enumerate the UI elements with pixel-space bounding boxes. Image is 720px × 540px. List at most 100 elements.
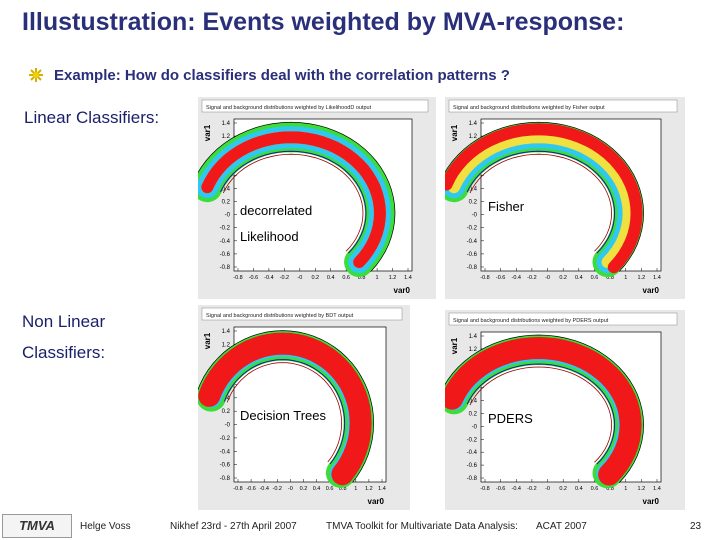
y-tick-label: 1.2	[469, 347, 478, 353]
y-tick-label: 1.2	[222, 134, 231, 140]
x-tick-label: 0.4	[575, 275, 583, 281]
y-tick-label: 0.4	[469, 399, 478, 405]
contour	[466, 363, 616, 465]
method-label: decorrelated	[240, 203, 313, 218]
footer-event: Nikhef 23rd - 27th April 2007	[170, 521, 297, 532]
x-tick-label: -0.2	[527, 486, 536, 492]
x-tick-label: -0.8	[480, 275, 489, 281]
title-box	[448, 312, 678, 326]
x-tick-label: 0.8	[606, 275, 614, 281]
plot-panel: Signal and background distributions weig…	[445, 97, 685, 299]
band	[445, 123, 643, 274]
y-tick-label: -0.2	[467, 437, 478, 443]
x-tick-label: 1.4	[378, 486, 386, 492]
y-tick-label: -0.4	[220, 239, 231, 245]
y-tick-label: 0.4	[222, 186, 231, 192]
x-tick-label: 0.4	[313, 486, 321, 492]
y-tick-label: -0.8	[220, 265, 231, 271]
y-axis-label: var1	[203, 124, 212, 141]
plot-panel: Signal and background distributions weig…	[198, 97, 436, 299]
footer-author: Helge Voss	[80, 521, 131, 532]
x-tick-label: -0.4	[264, 275, 273, 281]
plot-title: Signal and background distributions weig…	[206, 313, 354, 319]
method-label: Decision Trees	[240, 408, 326, 423]
band	[445, 336, 642, 486]
y-tick-label: -0.6	[220, 463, 231, 469]
y-tick-label: -0.8	[467, 476, 478, 482]
title-box	[448, 99, 678, 113]
contour	[469, 366, 613, 463]
y-tick-label: 1.4	[469, 121, 478, 127]
x-tick-label: -0.8	[480, 486, 489, 492]
x-tick-label: 0.8	[606, 486, 614, 492]
x-tick-label: 0.2	[559, 275, 567, 281]
x-tick-label: -0.8	[233, 486, 242, 492]
method-label: Fisher	[488, 199, 525, 214]
band	[448, 131, 635, 269]
y-tick-label: 1.4	[222, 329, 231, 335]
x-tick-label: 0.8	[339, 486, 347, 492]
plot-title: Signal and background distributions weig…	[453, 318, 609, 324]
y-tick-label: -0.2	[220, 226, 231, 232]
section-label: Classifiers:	[22, 343, 106, 362]
title-box	[201, 307, 403, 321]
x-tick-label: 1.4	[653, 275, 661, 281]
x-tick-label: 1.2	[638, 275, 646, 281]
x-tick-label: 0.4	[575, 486, 583, 492]
x-axis-label: var0	[643, 497, 660, 506]
contour	[469, 153, 613, 252]
bullet-text: Example: How do classifiers deal with th…	[54, 67, 510, 84]
y-tick-label: 0.2	[222, 409, 231, 415]
y-tick-label: -0.2	[220, 436, 231, 442]
y-tick-label: -0.6	[220, 252, 231, 258]
y-tick-label: -0	[472, 213, 478, 219]
y-tick-label: 0.2	[222, 200, 231, 206]
x-tick-label: 0.6	[591, 486, 599, 492]
x-tick-label: 1	[624, 275, 627, 281]
x-tick-label: -0.4	[259, 486, 268, 492]
y-tick-label: 1.4	[469, 334, 478, 340]
y-tick-label: 0.2	[469, 200, 478, 206]
method-label: Likelihood	[240, 229, 299, 244]
x-tick-label: 0.8	[358, 275, 366, 281]
x-tick-label: 0.2	[559, 486, 567, 492]
y-tick-label: -0	[472, 424, 478, 430]
y-tick-label: -0.6	[467, 463, 478, 469]
contour	[445, 121, 644, 272]
slide-title: Illustustration: Events weighted by MVA-…	[22, 8, 625, 36]
y-tick-label: 0.2	[469, 411, 478, 417]
logo: TMVA	[2, 514, 72, 538]
contour	[466, 150, 616, 254]
x-tick-label: 0.2	[311, 275, 319, 281]
title-box	[201, 99, 429, 113]
x-tick-label: 0.6	[326, 486, 334, 492]
footer-toolkit: TMVA Toolkit for Multivariate Data Analy…	[326, 521, 518, 532]
x-tick-label: 1.2	[389, 275, 397, 281]
contour	[223, 359, 346, 465]
x-axis-label: var0	[394, 286, 411, 295]
band	[201, 131, 387, 269]
contour	[222, 153, 364, 252]
method-label: PDERS	[488, 411, 533, 426]
contour	[198, 330, 374, 483]
x-tick-label: 1.2	[638, 486, 646, 492]
y-axis-label: var1	[450, 337, 459, 354]
x-tick-label: 0.6	[591, 275, 599, 281]
x-tick-label: -0.2	[280, 275, 289, 281]
x-tick-label: -0.4	[512, 275, 521, 281]
footer-conference: ACAT 2007	[536, 521, 587, 532]
x-tick-label: 1	[376, 275, 379, 281]
x-tick-label: -0	[545, 486, 550, 492]
x-tick-label: -0	[297, 275, 302, 281]
y-tick-label: -0.6	[467, 252, 478, 258]
x-tick-label: -0.2	[273, 486, 282, 492]
y-axis-label: var1	[203, 332, 212, 349]
x-axis-label: var0	[643, 286, 660, 295]
x-tick-label: -0	[545, 275, 550, 281]
x-tick-label: -0.2	[527, 275, 536, 281]
x-tick-label: -0.6	[246, 486, 255, 492]
contour	[198, 121, 396, 272]
band	[198, 332, 372, 486]
y-tick-label: -0.8	[467, 265, 478, 271]
